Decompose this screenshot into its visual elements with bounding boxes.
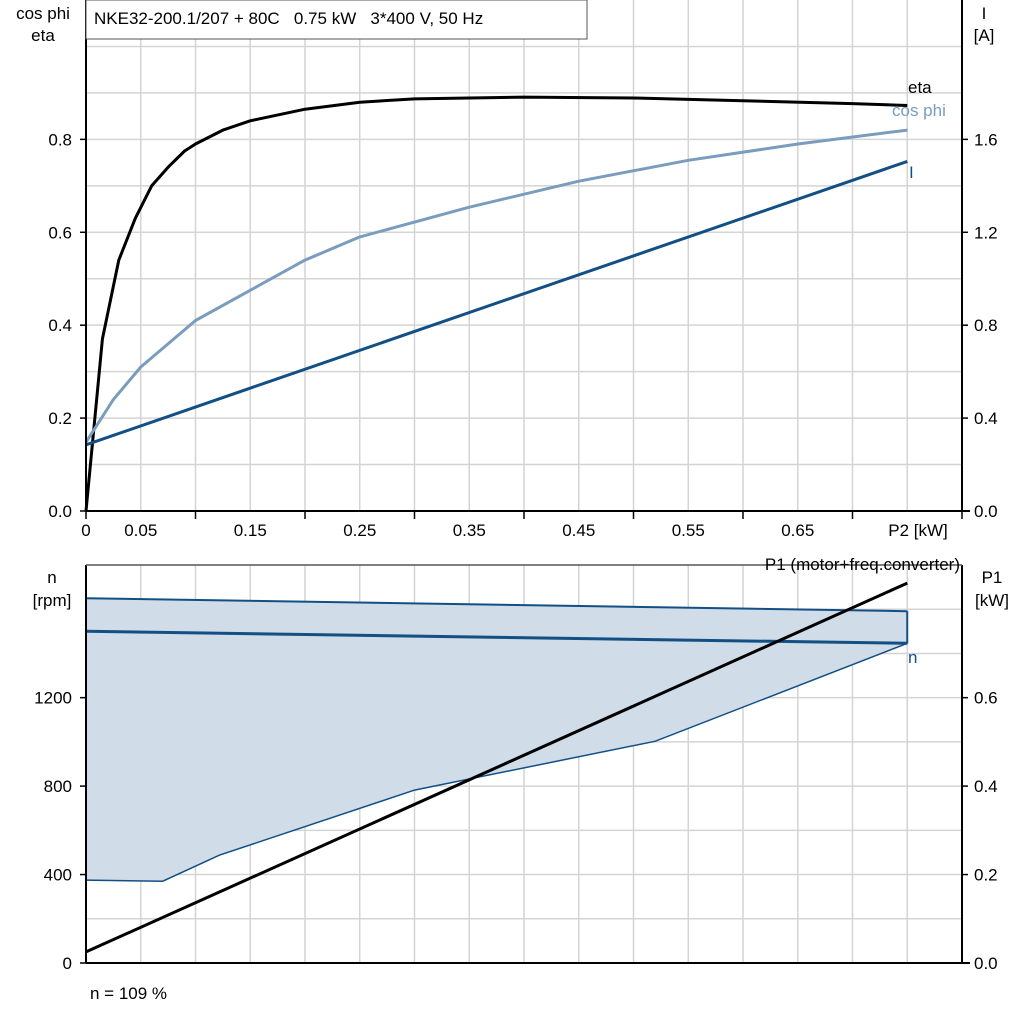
n-max-line bbox=[85, 597, 908, 613]
n-range-area bbox=[86, 598, 908, 882]
axes: 0.0 0.2 0.4 0.6 0.8 0.0 0.4 0.8 1.2 1.6 0 400 800 120… bbox=[34, 0, 998, 973]
left-ylabel-eta: eta bbox=[31, 26, 55, 45]
x-tick-label: 0.05 bbox=[124, 521, 157, 540]
label-cosphi: cos phi bbox=[892, 101, 946, 120]
series-p1 bbox=[85, 581, 908, 954]
footnote: n = 109 % bbox=[90, 984, 167, 1003]
label-eta: eta bbox=[908, 78, 932, 97]
right-ylabel-I: I bbox=[982, 4, 987, 23]
label-n: n bbox=[908, 648, 917, 667]
y-tick-label-left: 0.4 bbox=[48, 316, 72, 335]
top-grid bbox=[86, 0, 962, 511]
series-i bbox=[85, 159, 908, 447]
y-tick-label-right: 0.4 bbox=[974, 409, 998, 428]
label-I: I bbox=[909, 163, 914, 182]
right-ylabel-A: [A] bbox=[974, 26, 995, 45]
series-cos-phi bbox=[84, 128, 908, 444]
y-tick-label-left: 0.0 bbox=[48, 502, 72, 521]
x-tick-label: 0.55 bbox=[672, 521, 705, 540]
chart-title: NKE32-200.1/207 + 80C 0.75 kW 3*400 V, 5… bbox=[94, 9, 483, 28]
y-tick-label-left: 800 bbox=[44, 777, 72, 796]
series-eta bbox=[84, 95, 908, 512]
p1-title: P1 (motor+freq.converter) bbox=[765, 555, 960, 574]
x-tick-label: 0.65 bbox=[781, 521, 814, 540]
y-tick-label-left: 400 bbox=[44, 866, 72, 885]
y-tick-label-right: 0.2 bbox=[974, 866, 998, 885]
y-tick-label-left: 0.6 bbox=[48, 223, 72, 242]
y-tick-label-right: 0.8 bbox=[974, 316, 998, 335]
y-tick-label-left: 0.8 bbox=[48, 130, 72, 149]
y-tick-label-left: 0 bbox=[63, 954, 72, 973]
x-tick-label: 0.15 bbox=[234, 521, 267, 540]
y-tick-label-right: 1.6 bbox=[974, 130, 998, 149]
y-tick-label-right: 0.0 bbox=[974, 954, 998, 973]
x-tick-label: 0.25 bbox=[343, 521, 376, 540]
y-tick-label-left: 1200 bbox=[34, 689, 72, 708]
title-box bbox=[85, 0, 588, 40]
y-tick-label-right: 0.6 bbox=[974, 689, 998, 708]
y-tick-label-right: 1.2 bbox=[974, 223, 998, 242]
y-tick-label-right: 0.4 bbox=[974, 777, 998, 796]
bottom-left-ylabel-rpm: [rpm] bbox=[33, 591, 72, 610]
series-n bbox=[85, 629, 908, 645]
left-ylabel-cosphi: cos phi bbox=[16, 4, 70, 23]
n-min-line bbox=[85, 642, 908, 882]
y-tick-label-right: 0.0 bbox=[974, 502, 998, 521]
x-axis-label: P2 [kW] bbox=[888, 521, 948, 540]
x-tick-label: 0.35 bbox=[453, 521, 486, 540]
x-tick-label: 0.45 bbox=[562, 521, 595, 540]
bottom-right-ylabel-kw: [kW] bbox=[975, 591, 1009, 610]
x-tick-label: 0 bbox=[81, 521, 90, 540]
bottom-right-ylabel-p1: P1 bbox=[982, 568, 1003, 587]
chart-marks bbox=[84, 95, 909, 954]
y-tick-label-left: 0.2 bbox=[48, 409, 72, 428]
bottom-left-ylabel-n: n bbox=[47, 568, 56, 587]
